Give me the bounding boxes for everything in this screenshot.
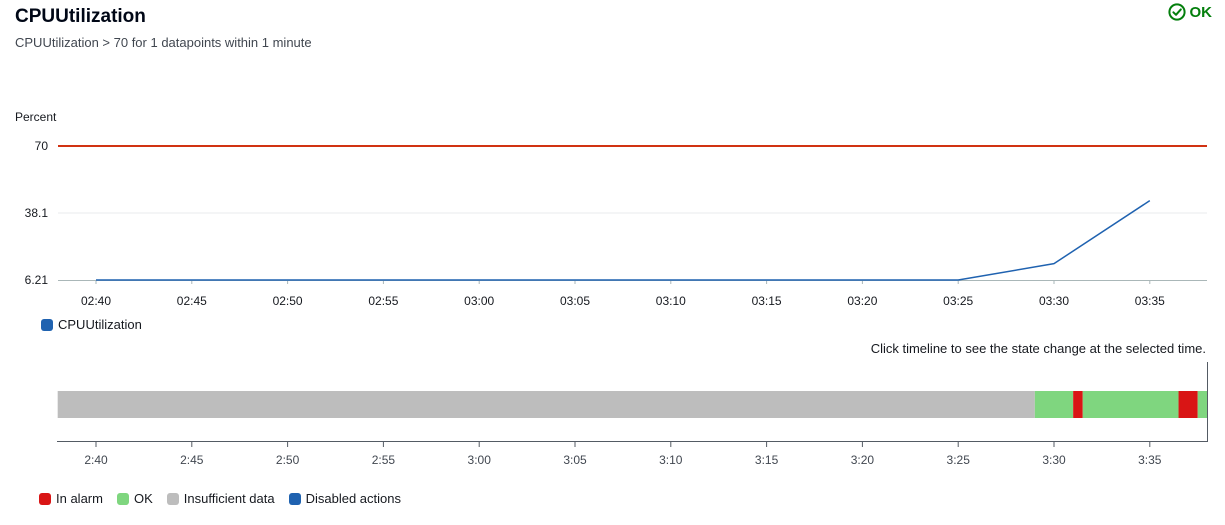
- x-tick-label: 03:00: [464, 294, 494, 308]
- timeline-tick-label: 3:05: [563, 453, 587, 467]
- line-legend: CPUUtilization: [41, 317, 142, 332]
- legend-item-ok: OK: [116, 491, 153, 506]
- y-tick-label: 70: [35, 139, 49, 153]
- x-tick-label: 02:50: [273, 294, 303, 308]
- check-circle-icon: [1167, 3, 1186, 21]
- legend-item-insufficient-data: Insufficient data: [166, 491, 275, 506]
- y-tick-label: 38.1: [25, 206, 49, 220]
- legend-item-in-alarm: In alarm: [39, 491, 103, 506]
- legend-label: CPUUtilization: [58, 317, 142, 332]
- legend-swatch: [166, 492, 179, 505]
- timeline-tick-label: 3:15: [755, 453, 779, 467]
- x-tick-label: 02:40: [81, 294, 111, 308]
- timeline-tick-label: 3:00: [468, 453, 492, 467]
- series-line-cpuutilization[interactable]: [96, 199, 1151, 281]
- legend-label: In alarm: [56, 491, 103, 506]
- y-tick-label: 6.21: [25, 273, 49, 287]
- x-tick-label: 03:15: [752, 294, 782, 308]
- y-axis-label: Percent: [15, 110, 57, 124]
- timeline-tick-label: 3:20: [851, 453, 875, 467]
- legend-item-cpuutilization[interactable]: CPUUtilization: [41, 317, 142, 332]
- legend-swatch: [288, 492, 301, 505]
- timeline-tick-label: 3:25: [947, 453, 971, 467]
- timeline-tick-label: 2:50: [276, 453, 300, 467]
- timeline-segment-ok[interactable]: [1034, 391, 1074, 418]
- timeline-hint: Click timeline to see the state change a…: [870, 341, 1206, 356]
- chart-title: CPUUtilization: [15, 6, 146, 27]
- state-timeline[interactable]: 2:40 2:45 2:50 2:55 3:00 3:05 3:10 3:15 3:20 3:25…: [0, 0, 1225, 480]
- timeline-segment-in-alarm[interactable]: [1073, 391, 1083, 418]
- x-tick-label: 03:20: [847, 294, 877, 308]
- timeline-tick-label: 3:10: [659, 453, 683, 467]
- alarm-status: OK: [1167, 3, 1213, 21]
- legend-label: Disabled actions: [305, 491, 401, 506]
- timeline-segment-insufficient-data[interactable]: [57, 391, 1035, 418]
- timeline-tick-label: 3:30: [1042, 453, 1066, 467]
- x-tick-label: 03:05: [560, 294, 590, 308]
- timeline-tick-label: 2:55: [372, 453, 396, 467]
- alarm-condition-text: CPUUtilization > 70 for 1 datapoints wit…: [15, 35, 312, 50]
- timeline-segment-in-alarm[interactable]: [1178, 391, 1198, 418]
- x-tick-label: 02:45: [177, 294, 207, 308]
- legend-swatch: [39, 492, 51, 505]
- timeline-segment-ok[interactable]: [1197, 391, 1207, 418]
- timeline-tick-label: 2:40: [84, 453, 108, 467]
- x-tick-label: 02:55: [368, 294, 398, 308]
- status-label: OK: [1189, 3, 1213, 21]
- legend-label: Insufficient data: [183, 491, 275, 506]
- x-tick-label: 03:35: [1135, 294, 1165, 308]
- x-tick-label: 03:30: [1039, 294, 1069, 308]
- legend-swatch: [41, 318, 53, 331]
- x-tick-label: 03:25: [943, 294, 973, 308]
- x-tick-label: 03:10: [656, 294, 686, 308]
- legend-item-disabled-actions: Disabled actions: [288, 491, 401, 506]
- state-legend: In alarm OK Insufficient data Disabled acti…: [39, 491, 401, 506]
- timeline-tick-label: 3:35: [1138, 453, 1162, 467]
- legend-label: OK: [133, 491, 153, 506]
- timeline-tick-label: 2:45: [180, 453, 204, 467]
- legend-swatch: [116, 492, 129, 505]
- timeline-segment-ok[interactable]: [1082, 391, 1179, 418]
- cpu-line-chart: Percent 70 38.1 6.21 02:40 02:45 02:50 02:55 03:…: [15, 110, 1207, 308]
